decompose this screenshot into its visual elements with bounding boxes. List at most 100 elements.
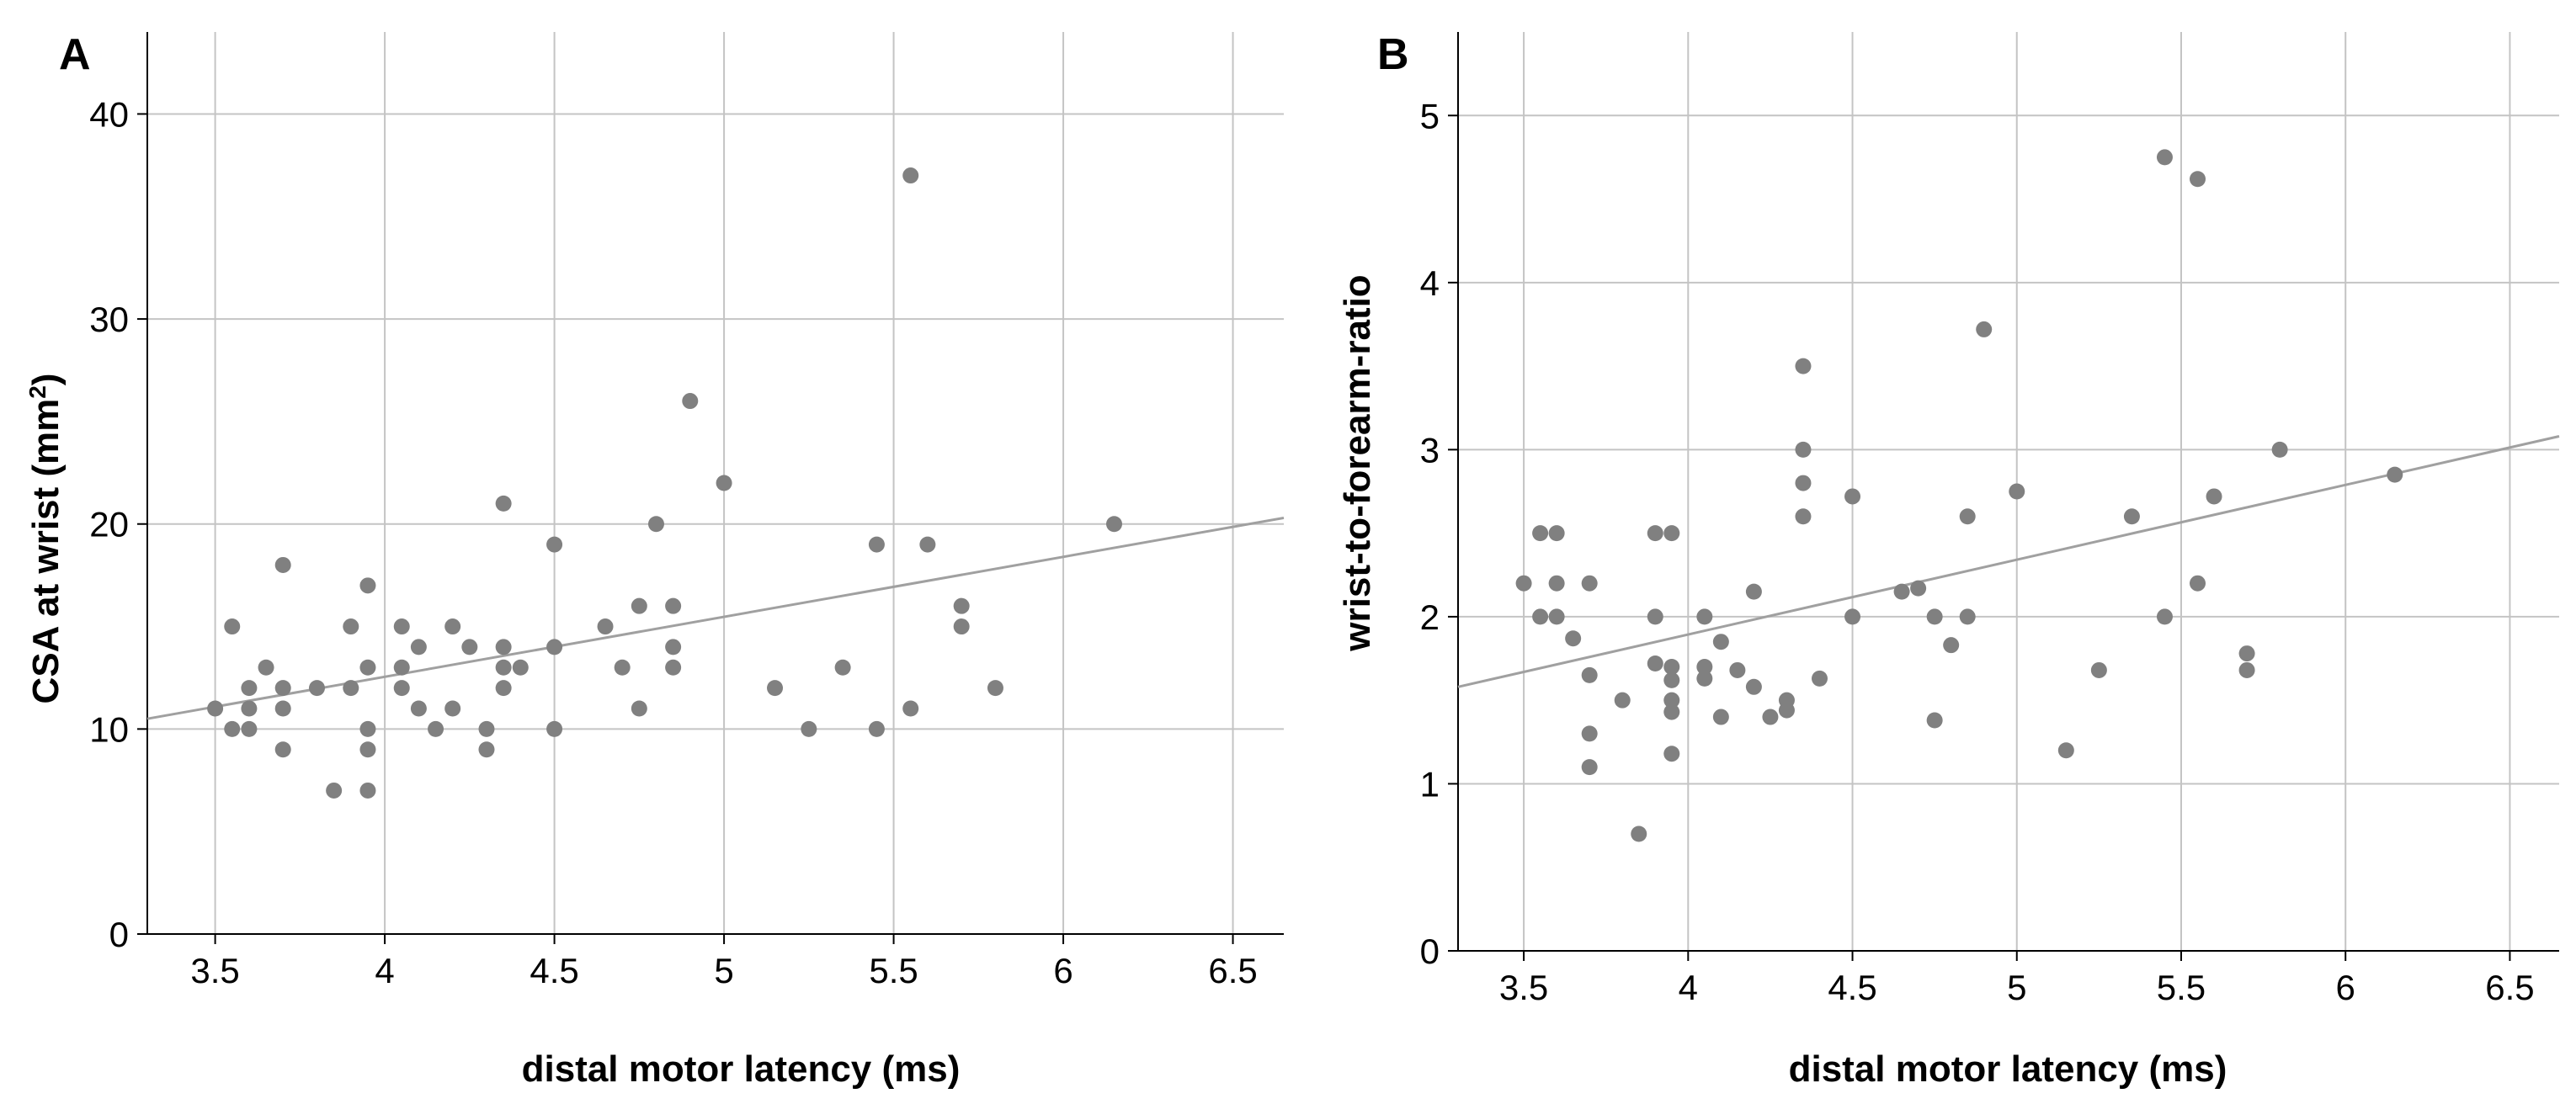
panel-a-x-tick-label: 5 <box>714 951 733 990</box>
panel-b-data-point <box>1631 825 1647 842</box>
panel-b-y-axis-title: wrist-to-forearm-ratio <box>1337 274 1378 651</box>
panel-a-fit-line <box>146 516 1285 720</box>
panel-a-data-point <box>410 700 427 717</box>
panel-b-x-tick-label: 5 <box>2007 968 2026 1007</box>
panel-a-x-tick-label: 4 <box>375 951 394 990</box>
panel-a-y-tick-label: 20 <box>89 505 129 544</box>
panel-b-data-point <box>1532 525 1549 542</box>
panel-a-y-tick-label: 0 <box>109 915 129 954</box>
panel-a-points <box>207 167 1123 799</box>
panel-a-data-point <box>953 597 970 614</box>
panel-b-data-point <box>1943 637 1960 654</box>
panel-a-data-point <box>478 720 495 737</box>
panel-b-data-point <box>2009 483 2025 500</box>
panel-a-data-point <box>801 720 817 737</box>
panel-a-data-point <box>241 700 258 717</box>
panel-a-data-point <box>495 680 512 697</box>
panel-b-data-point <box>1926 608 1943 625</box>
panel-b-fit <box>1457 435 2560 688</box>
panel-a-data-point <box>359 741 376 758</box>
panel-b-data-point <box>1926 712 1943 729</box>
panel-b-label: B <box>1377 30 1409 79</box>
panel-b-data-point <box>2271 441 2288 458</box>
panel-b-data-point <box>1663 658 1680 675</box>
panel-b-data-point <box>1959 608 1976 625</box>
panel-b-data-point <box>1663 671 1680 688</box>
panel-b-data-point <box>2238 645 2255 662</box>
panel-a-gridlines <box>147 32 1284 934</box>
panel-b-data-point <box>2156 608 2173 625</box>
panel-b-x-axis-title: distal motor latency (ms) <box>1789 1048 2227 1090</box>
panel-a-data-point <box>224 618 241 635</box>
panel-b-data-point <box>1515 575 1532 592</box>
panel-a-data-point <box>444 700 461 717</box>
panel-a-x-tick-label: 6 <box>1053 951 1072 990</box>
panel-a-data-point <box>224 720 241 737</box>
panel-a-data-point <box>393 659 410 676</box>
panel-a-data-point <box>461 639 478 656</box>
panel-a-x-tick-label: 4.5 <box>530 951 578 990</box>
panel-a-data-point <box>359 782 376 799</box>
panel-a-data-point <box>241 720 258 737</box>
panel-a-y-tick-label: 30 <box>89 300 129 339</box>
panel-a-data-point <box>546 536 563 553</box>
panel-b-x-tick-label: 6 <box>2336 968 2355 1007</box>
panel-b-data-point <box>1663 703 1680 720</box>
panel-a-fit <box>146 516 1285 720</box>
panel-b-data-point <box>1795 358 1812 374</box>
panel-a-data-point <box>614 659 631 676</box>
panel-a-x-tick-label: 6.5 <box>1208 951 1257 990</box>
panel-a-data-point <box>987 680 1003 697</box>
panel-a-data-point <box>478 741 495 758</box>
panel-a-data-point <box>207 700 224 717</box>
panel-b-data-point <box>1976 321 1993 337</box>
panel-a-data-point <box>343 618 359 635</box>
panel-b-data-point <box>1712 634 1729 650</box>
panel-b-data-point <box>2156 149 2173 166</box>
panel-b-x-tick-label: 5.5 <box>2157 968 2206 1007</box>
panel-b-data-point <box>2057 742 2074 759</box>
panel-b-y-tick-label: 2 <box>1420 597 1440 637</box>
panel-b-data-point <box>1581 575 1598 592</box>
panel-a-data-point <box>495 639 512 656</box>
panel-b-data-point <box>1663 746 1680 762</box>
panel-b-data-point <box>1762 709 1779 725</box>
panel-b-data-point <box>1548 575 1565 592</box>
panel-b-data-point <box>1548 525 1565 542</box>
panel-a-data-point <box>665 597 682 614</box>
panel-b-data-point <box>1565 630 1582 647</box>
panel-a-data-point <box>393 618 410 635</box>
panel-b-data-point <box>1581 759 1598 776</box>
panel-b-data-point <box>1647 525 1663 542</box>
panel-b-data-point <box>1811 670 1828 687</box>
panel-b-data-point <box>2190 575 2206 592</box>
panel-a-data-point <box>326 782 343 799</box>
panel-b-data-point <box>1712 709 1729 725</box>
panel-b-data-point <box>1844 488 1861 505</box>
panel-b-data-point <box>1745 678 1762 695</box>
panel-b-data-point <box>1696 608 1713 625</box>
panel-b-data-point <box>1729 661 1746 678</box>
panel-a-data-point <box>393 680 410 697</box>
panel-a-data-point <box>495 659 512 676</box>
panel-a-data-point <box>631 597 647 614</box>
panel-b-y-tick-label: 0 <box>1420 932 1440 971</box>
panel-a-data-point <box>512 659 529 676</box>
panel-b-data-point <box>1663 525 1680 542</box>
panel-a-data-point <box>665 659 682 676</box>
panel-b-data-point <box>1663 692 1680 709</box>
panel-a-y-axis-title-text: CSA at wrist (mm <box>25 399 67 704</box>
panel-a-data-point <box>597 618 614 635</box>
panel-b-y-tick-label: 1 <box>1420 764 1440 804</box>
panel-a-data-point <box>546 639 563 656</box>
panel-a-y-axis-title-sup: 2 <box>24 385 51 399</box>
panel-a-y-axis-title: CSA at wrist (mm2) <box>24 374 67 704</box>
panel-a-data-point <box>495 495 512 512</box>
panel-a-ticks: 3.5 4 4.5 5 5.5 6 6.5 0 10 20 30 40 <box>89 94 1257 990</box>
panel-b-data-point <box>1647 656 1663 672</box>
panel-b-data-point <box>1959 508 1976 525</box>
panel-a-chart: A 3.5 4 4.5 5 5.5 6 6.5 0 10 20 30 40 distal motor … <box>24 30 1285 1090</box>
panel-b-y-tick-label: 3 <box>1420 430 1440 470</box>
panel-a-x-tick-label: 3.5 <box>190 951 239 990</box>
